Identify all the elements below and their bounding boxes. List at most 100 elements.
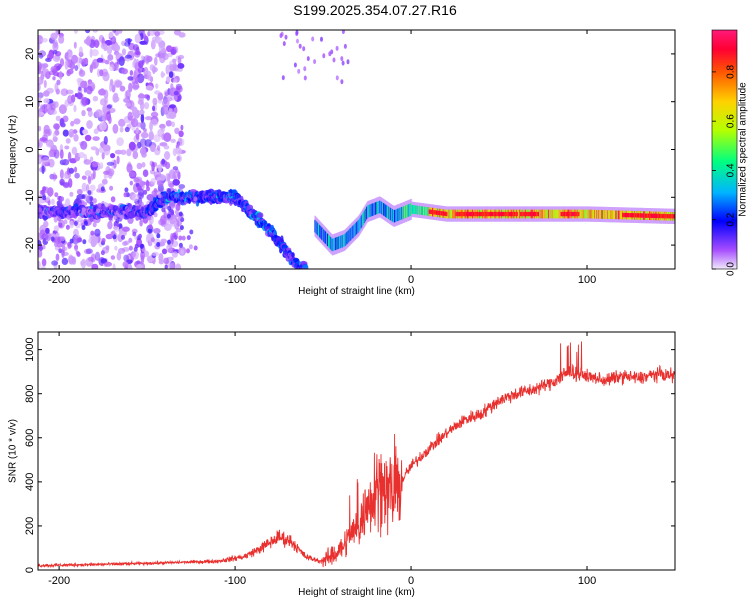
signal-peak: [659, 213, 661, 219]
signal-peak: [431, 209, 433, 215]
noise-blob: [54, 123, 60, 131]
noise-blob: [85, 30, 91, 34]
noise-blob: [97, 68, 101, 78]
signal-peak: [509, 211, 511, 217]
noise-blob: [167, 188, 171, 194]
noise-blob: [92, 222, 97, 228]
noise-blob: [313, 59, 317, 65]
noise-blob: [52, 50, 58, 55]
signal-peak: [625, 212, 627, 218]
y-axis-label: Frequency (Hz): [8, 115, 19, 184]
noise-blob: [38, 43, 41, 51]
noise-blob: [95, 109, 103, 118]
noise-blob: [145, 85, 154, 91]
noise-blob: [135, 201, 139, 207]
signal-peak: [508, 211, 510, 217]
signal-peak: [660, 213, 663, 219]
noise-blob: [144, 139, 152, 147]
noise-blob: [156, 233, 161, 239]
noise-blob: [180, 217, 185, 223]
noise-blob: [150, 111, 159, 118]
noise-blob: [90, 235, 99, 246]
noise-blob: [40, 265, 46, 269]
signal-peak: [650, 213, 652, 218]
noise-blob: [132, 60, 136, 68]
noise-blob: [143, 102, 150, 110]
y-tick-label: 10: [24, 96, 36, 108]
noise-blob: [140, 131, 149, 139]
noise-blob: [143, 250, 150, 258]
noise-blob: [174, 209, 179, 215]
noise-blob: [108, 215, 113, 221]
noise-blob: [70, 120, 75, 127]
noise-blob: [140, 254, 145, 264]
noise-blob: [65, 224, 70, 230]
noise-blob: [142, 169, 149, 177]
noise-blob: [57, 209, 62, 215]
signal-peak: [566, 211, 569, 217]
signal-peak: [441, 211, 443, 216]
noise-blob: [177, 201, 182, 207]
noise-blob: [138, 233, 142, 239]
signal-peak: [441, 211, 444, 216]
noise-blob: [167, 205, 172, 211]
noise-blob: [172, 179, 180, 186]
noise-blob: [148, 224, 153, 230]
noise-blob: [81, 175, 87, 180]
signal-peak: [530, 211, 532, 217]
signal-peak: [622, 212, 624, 218]
signal-peak: [504, 211, 506, 217]
noise-blob: [39, 104, 45, 112]
y-tick-label: -10: [24, 189, 36, 205]
noise-blob: [177, 171, 181, 180]
noise-blob: [156, 242, 161, 247]
noise-blob: [178, 32, 186, 38]
noise-blob: [38, 260, 41, 269]
noise-blob: [165, 120, 172, 127]
signal-peak: [444, 211, 446, 216]
noise-blob: [117, 30, 123, 34]
noise-blob: [77, 56, 81, 63]
noise-blob: [118, 223, 123, 229]
noise-blob: [112, 263, 116, 269]
noise-blob: [150, 237, 155, 243]
noise-blob: [90, 173, 95, 181]
noise-blob: [170, 48, 177, 56]
noise-blob: [76, 237, 81, 243]
noise-blob: [50, 236, 55, 242]
noise-blob: [109, 64, 115, 72]
signal-peak: [651, 213, 653, 218]
noise-blob: [163, 257, 170, 264]
signal-peak: [656, 213, 658, 219]
noise-blob: [70, 54, 79, 64]
noise-blob: [152, 97, 158, 106]
signal-peak: [494, 211, 496, 217]
noise-blob: [110, 153, 116, 159]
y-tick-label: 0: [24, 146, 36, 152]
signal-peak: [485, 211, 488, 217]
noise-blob: [55, 115, 61, 122]
noise-blob: [178, 184, 186, 189]
signal-peak: [467, 211, 469, 217]
signal-peak: [492, 211, 495, 217]
noise-blob: [85, 36, 91, 46]
y-tick-label: 0: [24, 567, 36, 573]
noise-blob: [138, 60, 144, 69]
y-tick-label: 400: [24, 473, 36, 491]
signal-peak: [671, 214, 673, 219]
signal-core: [595, 210, 597, 219]
noise-blob: [172, 78, 178, 83]
noise-blob: [38, 139, 43, 149]
noise-blob: [188, 244, 193, 250]
signal-peak: [561, 211, 563, 217]
noise-blob: [101, 68, 109, 77]
noise-blob: [59, 70, 63, 80]
colorbar-bar: [711, 29, 738, 270]
signal-peak: [429, 209, 431, 214]
noise-blob: [154, 31, 161, 37]
noise-blob: [127, 212, 131, 218]
noise-blob: [136, 263, 143, 269]
signal-peak: [516, 211, 518, 217]
noise-blob: [40, 73, 45, 81]
noise-blob: [96, 57, 104, 63]
